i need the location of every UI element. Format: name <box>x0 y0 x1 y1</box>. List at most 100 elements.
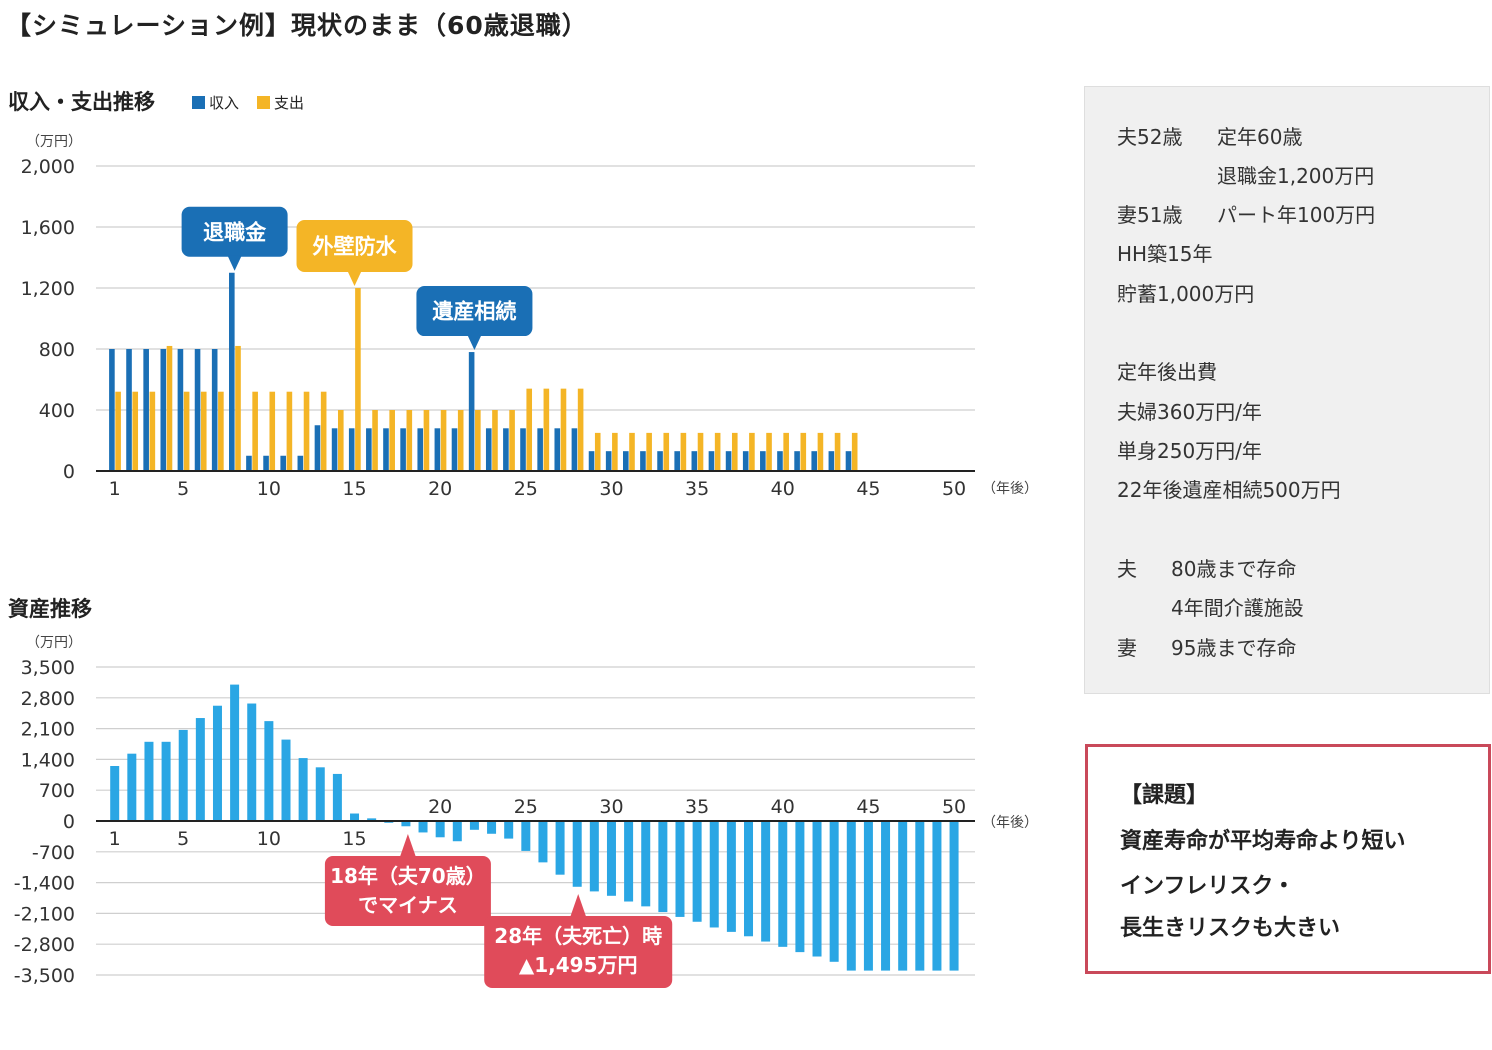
callout-negative-line1: 18年（夫70歳） <box>330 864 486 888</box>
asset-bar <box>298 758 308 821</box>
x-tick-label: 25 <box>514 796 538 818</box>
y-tick-label: 800 <box>39 339 75 361</box>
y-tick-label: -2,100 <box>14 903 75 925</box>
info-line-value: 95歳まで存命 <box>1171 636 1297 660</box>
asset-bar <box>469 821 479 830</box>
callout-retirement-bubble <box>181 206 288 257</box>
issue-line: インフレリスク・ <box>1120 874 1295 899</box>
asset-bar <box>761 821 771 942</box>
expense-bar <box>115 391 121 471</box>
asset-bar <box>452 821 462 842</box>
asset-bar <box>212 705 222 821</box>
expense-bar <box>851 432 858 471</box>
info-line-label: 単身250万円/年 <box>1117 439 1262 463</box>
y-axis-unit: （万円） <box>26 134 82 150</box>
asset-bar <box>418 821 428 833</box>
callout-husband-death-line2: ▲1,495万円 <box>519 953 638 977</box>
condition-info-box: 夫52歳 定年60歳 退職金1,200万円 妻51歳 パート年100万円 HH築… <box>1084 86 1490 694</box>
x-tick-label: 10 <box>257 828 281 850</box>
income-bar <box>434 428 441 471</box>
x-tick-label: 40 <box>771 478 795 500</box>
asset-bar <box>829 821 839 962</box>
expense-bar <box>252 391 258 471</box>
expense-bar <box>783 432 789 471</box>
asset-bar <box>247 703 257 821</box>
income-bar <box>605 451 612 471</box>
x-tick-label: 30 <box>599 796 623 818</box>
y-tick-label: 1,400 <box>21 749 75 771</box>
issue-box: 【課題】 資産寿命が平均寿命より短い インフレリスク・ 長生きリスクも大きい <box>1085 744 1491 974</box>
income-bar <box>143 349 149 471</box>
expense-bar <box>560 388 567 471</box>
expense-bar <box>269 391 276 471</box>
income-bar <box>657 451 663 471</box>
income-bar <box>348 428 355 471</box>
x-tick-label: 50 <box>942 478 966 500</box>
asset-bar <box>315 767 325 821</box>
income-bar <box>280 455 286 471</box>
expense-bar <box>594 432 601 471</box>
expense-bar <box>680 432 687 471</box>
income-bar <box>417 428 424 471</box>
expense-bar <box>389 410 395 471</box>
asset-bar <box>898 821 908 971</box>
asset-bar <box>264 721 274 821</box>
income-bar <box>811 451 818 471</box>
expense-bar <box>303 391 310 471</box>
callout-retirement-pointer <box>227 255 242 271</box>
x-tick-label: 1 <box>109 478 121 500</box>
expense-bar <box>183 391 190 471</box>
y-tick-label: 2,100 <box>21 719 75 741</box>
income-bar <box>366 428 372 471</box>
x-tick-label: 1 <box>109 828 121 850</box>
income-bar <box>777 451 783 471</box>
asset-bar <box>230 684 240 821</box>
asset-bar <box>675 821 685 917</box>
income-bar <box>314 425 321 471</box>
callout-wall-repair-pointer <box>347 271 362 286</box>
y-tick-label: -700 <box>32 842 75 864</box>
callout-husband-death-line1: 28年（夫死亡）時 <box>494 924 662 948</box>
expense-bar <box>406 410 413 471</box>
asset-bar <box>521 821 531 851</box>
expense-bar <box>509 410 515 471</box>
asset-bar <box>487 821 497 834</box>
income-bar <box>211 349 218 471</box>
x-tick-label: 10 <box>257 478 281 500</box>
expense-bar <box>423 410 430 471</box>
asset-bar <box>504 821 514 839</box>
expense-bar <box>235 345 241 471</box>
income-bar <box>451 428 458 471</box>
income-bar <box>794 451 800 471</box>
y-tick-label: -2,800 <box>14 934 75 956</box>
callout-negative-pointer <box>399 834 416 857</box>
page-title: 【シミュレーション例】現状のまま（60歳退職） <box>6 11 588 40</box>
issue-title: 【課題】 <box>1120 783 1209 808</box>
callout-wall-repair-bubble <box>296 220 413 272</box>
asset-bar <box>144 741 154 821</box>
income-bar <box>571 428 578 471</box>
expense-bar <box>475 410 481 471</box>
y-axis-unit: （万円） <box>26 635 82 651</box>
income-bar <box>828 451 835 471</box>
callout-negative-bubble <box>324 856 491 926</box>
info-line-value: 退職金1,200万円 <box>1217 164 1375 188</box>
income-bar <box>126 349 132 471</box>
expense-bar <box>492 410 498 471</box>
expense-bar <box>440 410 447 471</box>
asset-bar <box>726 821 736 932</box>
y-tick-label: 1,200 <box>21 278 75 300</box>
asset-bar <box>778 821 788 947</box>
asset-bar <box>915 821 925 971</box>
x-tick-label: 15 <box>342 828 366 850</box>
x-tick-label: 45 <box>856 796 880 818</box>
y-tick-label: 400 <box>39 400 75 422</box>
info-line-label: 貯蓄1,000万円 <box>1117 282 1255 306</box>
asset-bar <box>401 821 411 827</box>
x-tick-label: 5 <box>177 478 189 500</box>
expense-bar <box>834 432 841 471</box>
expense-bar <box>663 432 670 471</box>
legend-expense-label: 支出 <box>274 94 305 112</box>
expense-bar <box>714 432 721 471</box>
expense-bar <box>817 432 824 471</box>
